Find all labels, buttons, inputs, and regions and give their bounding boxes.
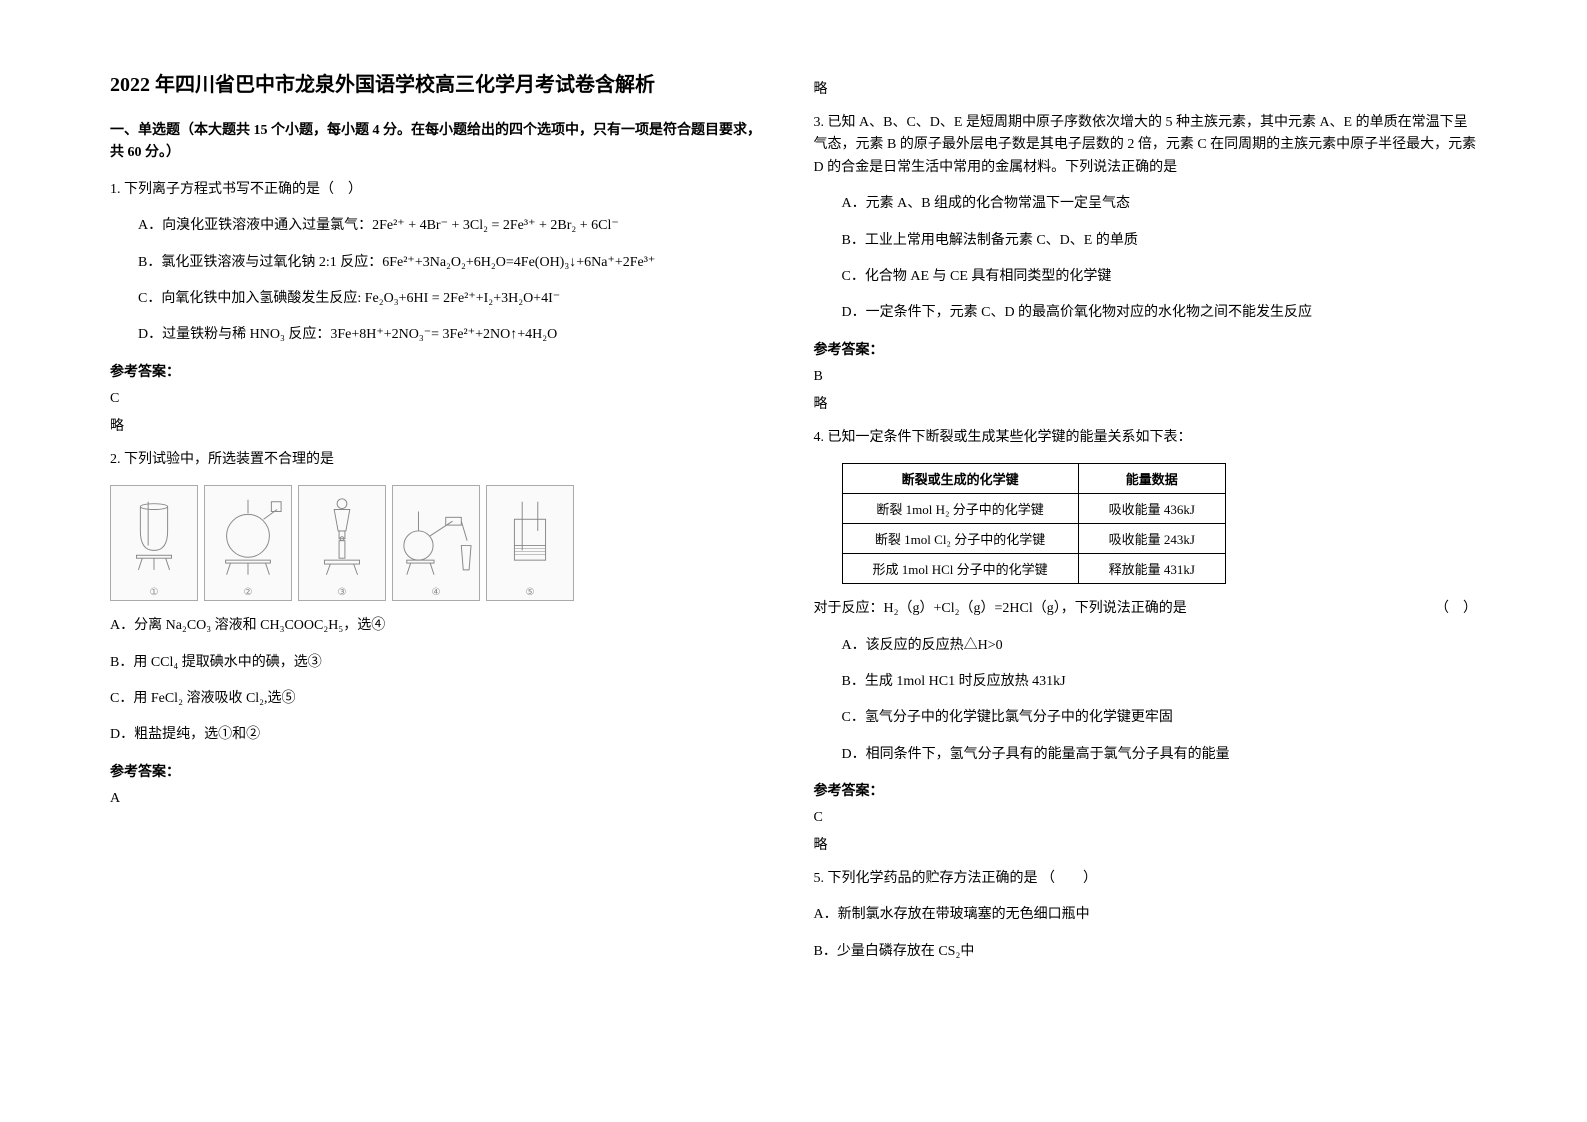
q3-note: 略: [814, 393, 1478, 413]
td: 形成 1mol HCl 分子中的化学键: [842, 554, 1078, 584]
td: 断裂 1mol Cl₂ 分子中的化学键: [842, 524, 1078, 554]
exam-title: 2022 年四川省巴中市龙泉外国语学校高三化学月考试卷含解析: [110, 70, 774, 100]
q4-answer-label: 参考答案：: [814, 780, 1478, 800]
q2-option-c: C．用 FeCl₂ 溶液吸收 Cl₂,选⑤: [110, 688, 774, 710]
q1-option-c: C．向氧化铁中加入氢碘酸发生反应: Fe₂O₃+6HI = 2Fe²⁺+I₂+3…: [138, 288, 774, 310]
q1-option-d: D．过量铁粉与稀 HNO₃ 反应：3Fe+8H⁺+2NO₃⁻= 3Fe²⁺+2N…: [138, 324, 774, 346]
td: 吸收能量 243kJ: [1078, 524, 1225, 554]
td: 吸收能量 436kJ: [1078, 494, 1225, 524]
table-row: 断裂 1mol Cl₂ 分子中的化学键 吸收能量 243kJ: [842, 524, 1225, 554]
q1-option-b: B．氯化亚铁溶液与过氧化钠 2:1 反应：6Fe²⁺+3Na₂O₂+6H₂O=4…: [138, 252, 774, 274]
q2-option-a: A．分离 Na₂CO₃ 溶液和 CH₃COOC₂H₅，选④: [110, 615, 774, 637]
table-row: 形成 1mol HCl 分子中的化学键 释放能量 431kJ: [842, 554, 1225, 584]
q3-stem: 3. 已知 A、B、C、D、E 是短周期中原子序数依次增大的 5 种主族元素，其…: [814, 112, 1478, 179]
q4-answer: C: [814, 810, 1478, 826]
q4-option-b: B．生成 1mol HC1 时反应放热 431kJ: [842, 671, 1478, 693]
apparatus-3-icon: [305, 492, 379, 582]
q1-option-a: A．向溴化亚铁溶液中通入过量氯气：2Fe²⁺ + 4Br⁻ + 3Cl₂ = 2…: [138, 215, 774, 237]
q5-option-a: A．新制氯水存放在带玻璃塞的无色细口瓶中: [814, 904, 1478, 926]
diagram-4: ④: [392, 485, 480, 601]
q3-answer-label: 参考答案：: [814, 339, 1478, 359]
q4-option-a: A．该反应的反应热△H>0: [842, 635, 1478, 657]
q3-option-a: A．元素 A、B 组成的化合物常温下一定呈气态: [842, 193, 1478, 215]
q2-note: 略: [814, 78, 1478, 98]
td: 断裂 1mol H₂ 分子中的化学键: [842, 494, 1078, 524]
q4-blank: （ ）: [1435, 598, 1477, 620]
diagram-5: ⑤: [486, 485, 574, 601]
q4-table: 断裂或生成的化学键 能量数据 断裂 1mol H₂ 分子中的化学键 吸收能量 4…: [842, 463, 1226, 584]
diagram-label-3: ③: [338, 587, 347, 598]
q4-stem: 4. 已知一定条件下断裂或生成某些化学键的能量关系如下表：: [814, 427, 1478, 449]
apparatus-2-icon: [211, 492, 285, 582]
diagram-2: ②: [204, 485, 292, 601]
apparatus-4-icon: [399, 492, 473, 582]
left-column: 2022 年四川省巴中市龙泉外国语学校高三化学月考试卷含解析 一、单选题（本大题…: [90, 70, 794, 1052]
right-column: 略 3. 已知 A、B、C、D、E 是短周期中原子序数依次增大的 5 种主族元素…: [794, 70, 1498, 1052]
diagram-3: ③: [298, 485, 386, 601]
q2-answer: A: [110, 791, 774, 807]
apparatus-5-icon: [493, 492, 567, 582]
q3-option-b: B．工业上常用电解法制备元素 C、D、E 的单质: [842, 230, 1478, 252]
apparatus-1-icon: [117, 492, 191, 582]
q3-option-d: D．一定条件下，元素 C、D 的最高价氧化物对应的水化物之间不能发生反应: [842, 302, 1478, 324]
table-header-row: 断裂或生成的化学键 能量数据: [842, 464, 1225, 494]
q4-reaction: 对于反应：H₂（g）+Cl₂（g）=2HCl（g），下列说法正确的是 （ ）: [814, 598, 1478, 620]
q3-option-c: C．化合物 AE 与 CE 具有相同类型的化学键: [842, 266, 1478, 288]
diagram-label-5: ⑤: [526, 587, 535, 598]
q4-reaction-text: 对于反应：H₂（g）+Cl₂（g）=2HCl（g），下列说法正确的是: [814, 598, 1187, 620]
th-2: 能量数据: [1078, 464, 1225, 494]
q1-note: 略: [110, 415, 774, 435]
q2-option-b: B．用 CCl₄ 提取碘水中的碘，选③: [110, 652, 774, 674]
q2-stem: 2. 下列试验中，所选装置不合理的是: [110, 449, 774, 471]
q5-stem: 5. 下列化学药品的贮存方法正确的是 （ ）: [814, 868, 1478, 890]
th-1: 断裂或生成的化学键: [842, 464, 1078, 494]
table-row: 断裂 1mol H₂ 分子中的化学键 吸收能量 436kJ: [842, 494, 1225, 524]
q1-answer: C: [110, 391, 774, 407]
q4-option-c: C．氢气分子中的化学键比氯气分子中的化学键更牢固: [842, 707, 1478, 729]
diagram-label-1: ①: [150, 587, 159, 598]
td: 释放能量 431kJ: [1078, 554, 1225, 584]
section-header: 一、单选题（本大题共 15 个小题，每小题 4 分。在每小题给出的四个选项中，只…: [110, 120, 774, 165]
q4-note: 略: [814, 834, 1478, 854]
diagram-1: ①: [110, 485, 198, 601]
q1-stem: 1. 下列离子方程式书写不正确的是（ ）: [110, 179, 774, 201]
q5-option-b: B．少量白磷存放在 CS₂中: [814, 941, 1478, 963]
diagram-label-4: ④: [432, 587, 441, 598]
q3-answer: B: [814, 369, 1478, 385]
q4-option-d: D．相同条件下，氢气分子具有的能量高于氯气分子具有的能量: [842, 744, 1478, 766]
q2-answer-label: 参考答案：: [110, 761, 774, 781]
diagram-label-2: ②: [244, 587, 253, 598]
q1-answer-label: 参考答案：: [110, 361, 774, 381]
q2-option-d: D．粗盐提纯，选①和②: [110, 724, 774, 746]
q2-diagrams: ① ②: [110, 485, 774, 601]
